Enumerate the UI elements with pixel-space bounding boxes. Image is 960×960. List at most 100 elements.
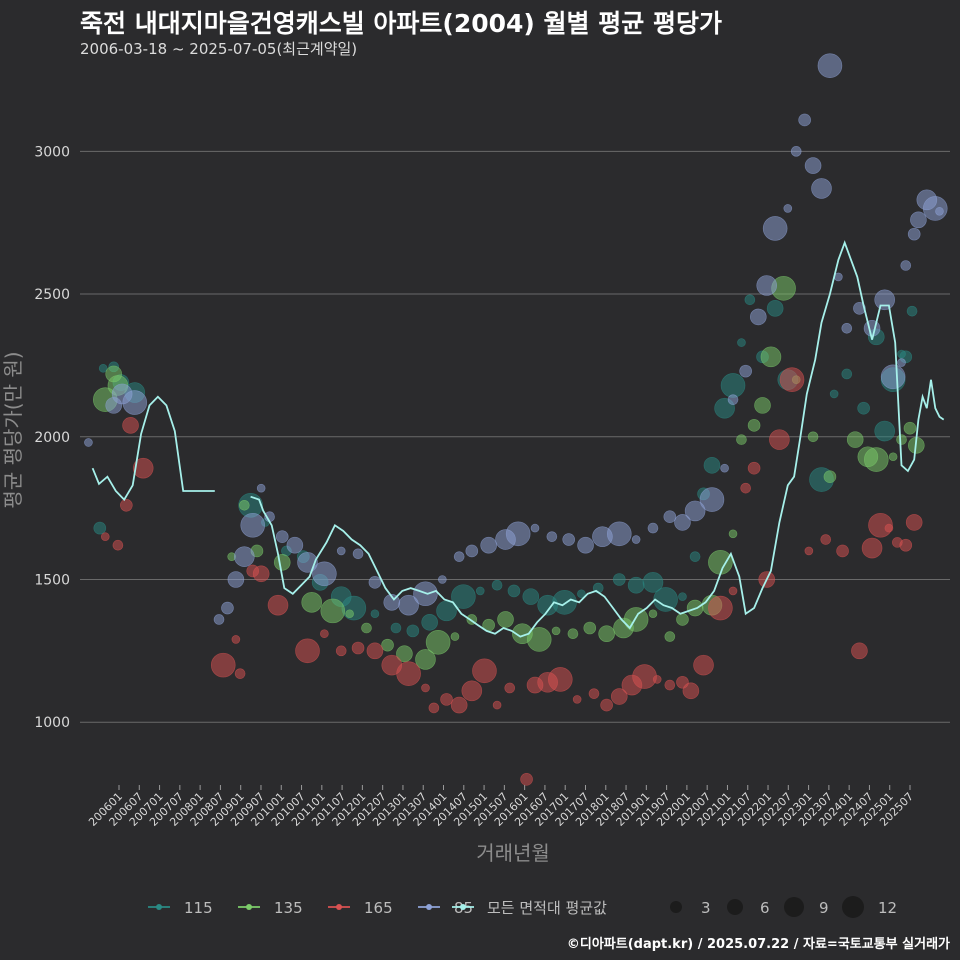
series-85-point [368, 576, 382, 589]
series-165-point [588, 688, 600, 699]
size-legend-circle [727, 899, 743, 915]
series-85-point [727, 394, 739, 405]
series-135-point [903, 421, 917, 435]
series-165-point [252, 565, 270, 583]
series-85-point [817, 53, 843, 79]
series-115-point [406, 624, 420, 638]
series-85-point [562, 533, 576, 546]
series-85-point [874, 289, 895, 311]
series-85-point [336, 546, 346, 556]
series-85-point [505, 521, 531, 547]
series-115-point [841, 368, 853, 380]
series-115-point [653, 587, 678, 612]
series-115-point [703, 457, 721, 474]
series-85-point [286, 536, 304, 554]
series-85-point [546, 531, 558, 542]
series-135-point [807, 431, 819, 443]
series-165-point [632, 664, 657, 689]
series-135-point [425, 629, 451, 655]
series-115-point [507, 584, 521, 598]
series-165-point [708, 595, 733, 621]
series-135-point [239, 499, 250, 511]
size-legend-label: 6 [760, 899, 770, 917]
series-85-point [84, 438, 93, 447]
series-115-point [522, 588, 540, 605]
series-165-point [769, 429, 790, 450]
series-135-point [301, 592, 323, 613]
series-135-point [345, 609, 354, 619]
series-165-point [820, 534, 832, 545]
size-legend-circle [784, 897, 804, 917]
legend-swatch-dot [156, 904, 162, 910]
series-165-point [120, 498, 133, 512]
source-caption: ©디아파트(dapt.kr) / 2025.07.22 / 자료=국토교통부 실… [566, 937, 950, 952]
series-165-point [547, 667, 573, 692]
series-85-point [234, 546, 255, 567]
legend-label-135: 135 [274, 899, 303, 917]
series-135-point [381, 638, 394, 652]
legend-swatch-dot [426, 904, 432, 910]
series-85-point [647, 522, 659, 534]
series-85-point [663, 510, 677, 523]
series-85-point [880, 364, 906, 390]
series-165-point [351, 641, 365, 655]
series-165-point [440, 693, 453, 706]
series-85-point [227, 571, 245, 588]
average-line [250, 240, 945, 638]
series-165-point [472, 658, 497, 684]
series-115-point [874, 420, 895, 442]
series-135-point [526, 627, 552, 652]
y-axis-label: 평균 평당가(만 원) [1, 351, 25, 508]
series-165-point [461, 680, 483, 702]
series-85-point [221, 601, 234, 615]
series-135-point [415, 649, 436, 670]
series-135-point [648, 609, 658, 619]
series-165-point [112, 539, 124, 551]
series-115-point [491, 579, 503, 591]
series-85-point [699, 487, 725, 512]
series-85-point [312, 561, 337, 587]
series-115-point [857, 401, 870, 415]
series-165-point [779, 367, 805, 392]
series-85-point [910, 211, 927, 229]
legend-label-average: 모든 면적대 평균값 [487, 899, 607, 917]
series-165-point [132, 457, 154, 479]
y-tick-label: 2500 [34, 287, 70, 303]
series-85-point [897, 358, 906, 367]
series-165-point [267, 594, 289, 616]
series-85-point [480, 536, 497, 554]
series-115-point [678, 592, 687, 601]
series-85-point [935, 206, 944, 216]
series-165-point [231, 635, 241, 644]
series-165-point [851, 642, 868, 660]
series-85-point [577, 536, 594, 554]
series-85-point [804, 157, 822, 174]
series-135-point [273, 554, 291, 571]
series-115-point [475, 586, 485, 596]
series-135-point [728, 529, 738, 539]
legend-label-165: 165 [364, 899, 393, 917]
series-165-point [572, 695, 582, 704]
size-legend-circle [842, 896, 864, 918]
series-165-point [905, 514, 923, 531]
series-165-point [520, 772, 533, 786]
series-165-point [234, 668, 246, 679]
series-165-point [747, 461, 761, 475]
series-85-point [453, 551, 465, 562]
series-135-point [450, 632, 460, 641]
series-135-point [896, 434, 907, 445]
series-135-point [320, 598, 346, 624]
series-115-point [829, 389, 839, 399]
series-165-point [504, 682, 516, 694]
series-85-point [798, 113, 811, 127]
series-135-point [551, 626, 561, 636]
series-115-point [744, 294, 756, 306]
series-85-point [922, 196, 948, 221]
series-165-point [320, 629, 329, 639]
series-85-point [465, 544, 479, 558]
series-165-point [122, 417, 139, 434]
series-165-point [682, 682, 700, 700]
series-85-point [853, 302, 866, 315]
series-115-point [451, 584, 476, 609]
